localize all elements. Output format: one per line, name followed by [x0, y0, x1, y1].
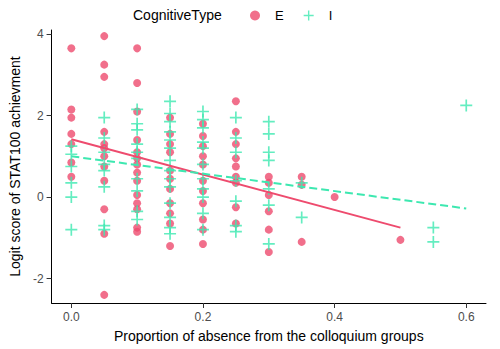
- svg-text:0.4: 0.4: [326, 310, 343, 324]
- svg-text:0.2: 0.2: [195, 310, 212, 324]
- svg-text:CognitiveType: CognitiveType: [133, 7, 222, 23]
- svg-text:-2: -2: [33, 272, 44, 286]
- svg-text:E: E: [275, 8, 284, 23]
- svg-text:0: 0: [37, 190, 44, 204]
- svg-text:4: 4: [37, 27, 44, 41]
- svg-text:2: 2: [37, 109, 44, 123]
- svg-text:0.6: 0.6: [458, 310, 475, 324]
- svg-text:0.0: 0.0: [63, 310, 80, 324]
- svg-text:Proportion of absence from the: Proportion of absence from the colloquiu…: [114, 328, 424, 344]
- svg-text:I: I: [329, 8, 333, 23]
- svg-text:Logit score of STAT100 achievm: Logit score of STAT100 achievment: [7, 56, 23, 277]
